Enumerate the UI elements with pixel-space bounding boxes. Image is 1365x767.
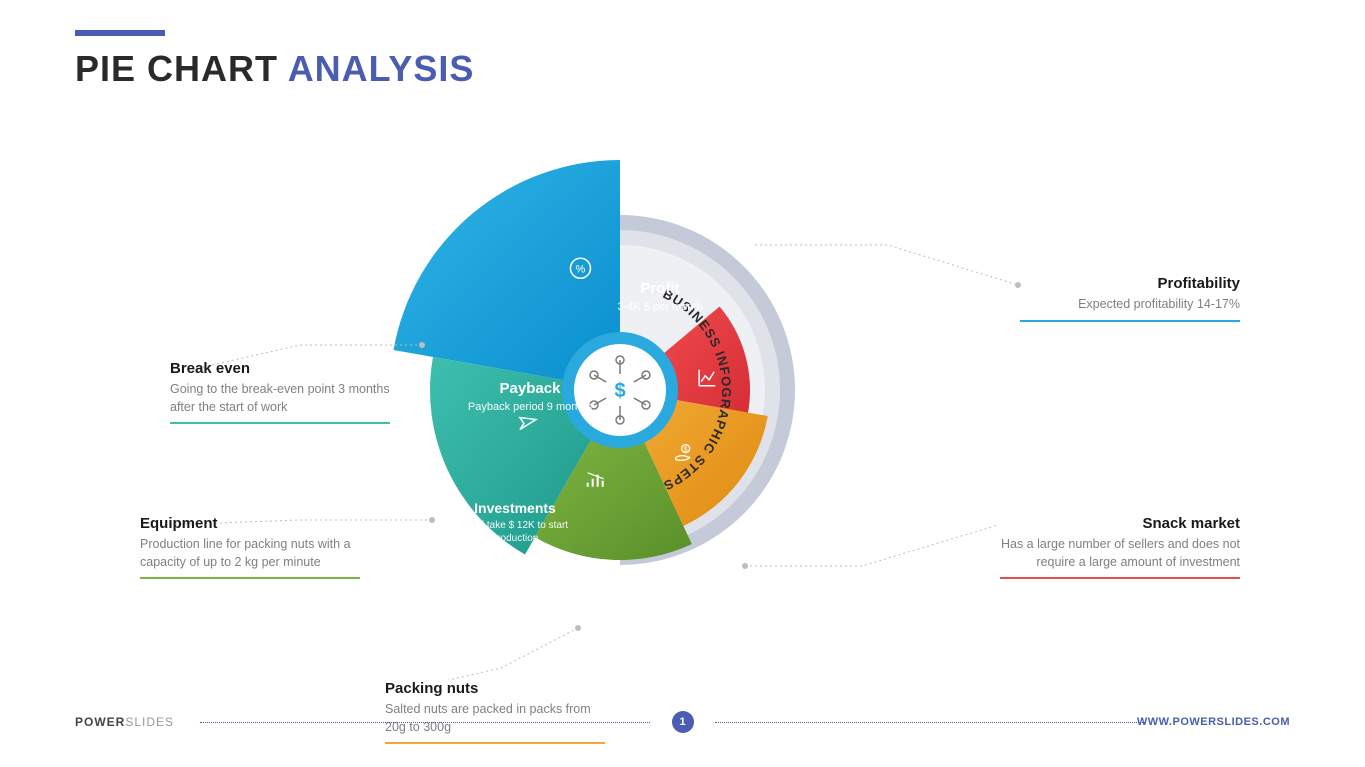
pie-chart-svg: $ %$ BUSINESS INFOGRAPHIC STEPS xyxy=(340,110,900,670)
footer-line-right xyxy=(715,722,1145,723)
footer-line-left xyxy=(200,722,650,723)
callout-profitability: ProfitabilityExpected profitability 14-1… xyxy=(1020,275,1240,322)
page-title: PIE CHART ANALYSIS xyxy=(75,48,474,90)
brand-bold: POWER xyxy=(75,715,125,729)
footer-link: WWW.POWERSLIDES.COM xyxy=(1137,716,1290,728)
footer-brand: POWERSLIDES xyxy=(75,715,174,729)
header-accent-bar xyxy=(75,30,165,36)
footer: POWERSLIDES 1 WWW.POWERSLIDES.COM xyxy=(0,707,1365,737)
callout-equipment: EquipmentProduction line for packing nut… xyxy=(140,515,360,579)
svg-text:$: $ xyxy=(614,380,625,402)
svg-text:$: $ xyxy=(684,447,688,454)
chart-area: $ %$ BUSINESS INFOGRAPHIC STEPS Profit3-… xyxy=(0,120,1365,680)
title-part1: PIE CHART xyxy=(75,48,288,89)
brand-light: SLIDES xyxy=(125,715,174,729)
page-number: 1 xyxy=(672,711,694,733)
callout-snack: Snack marketHas a large number of seller… xyxy=(1000,515,1240,579)
title-part2: ANALYSIS xyxy=(288,48,475,89)
svg-text:%: % xyxy=(576,263,586,275)
callout-break_even: Break evenGoing to the break-even point … xyxy=(170,360,390,424)
